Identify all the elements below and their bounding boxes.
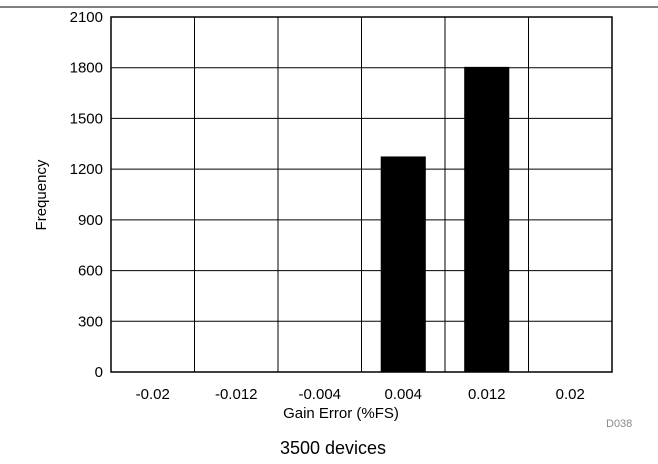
y-tick-label: 1800 — [70, 60, 103, 77]
gridlines — [111, 16, 612, 373]
y-tick-label: 1500 — [70, 110, 103, 127]
y-tick-label: 0 — [95, 364, 103, 381]
x-axis-title: Gain Error (%FS) — [283, 405, 399, 422]
y-axis-title: Frequency — [33, 159, 50, 230]
bar — [464, 66, 510, 372]
x-tick-label: 0.012 — [468, 386, 506, 403]
caption: 3500 devices — [280, 438, 386, 458]
y-tick-label: 600 — [78, 263, 103, 280]
y-tick-labels: 0 300 600 900 1200 1500 1800 2100 — [70, 9, 103, 381]
figure-id: D038 — [606, 418, 632, 430]
bar — [380, 156, 426, 372]
y-tick-label: 900 — [78, 212, 103, 229]
x-tick-label: 0.02 — [556, 386, 585, 403]
y-tick-label: 1200 — [70, 161, 103, 178]
x-tick-label: -0.02 — [136, 386, 170, 403]
plot-frame — [110, 16, 613, 373]
y-tick-label: 300 — [78, 313, 103, 330]
x-tick-label: 0.004 — [384, 386, 422, 403]
y-tick-label: 2100 — [70, 9, 103, 26]
bars — [380, 66, 510, 372]
x-tick-label: -0.012 — [215, 386, 258, 403]
x-tick-label: -0.004 — [298, 386, 341, 403]
x-tick-labels: -0.02 -0.012 -0.004 0.004 0.012 0.02 — [136, 386, 585, 403]
